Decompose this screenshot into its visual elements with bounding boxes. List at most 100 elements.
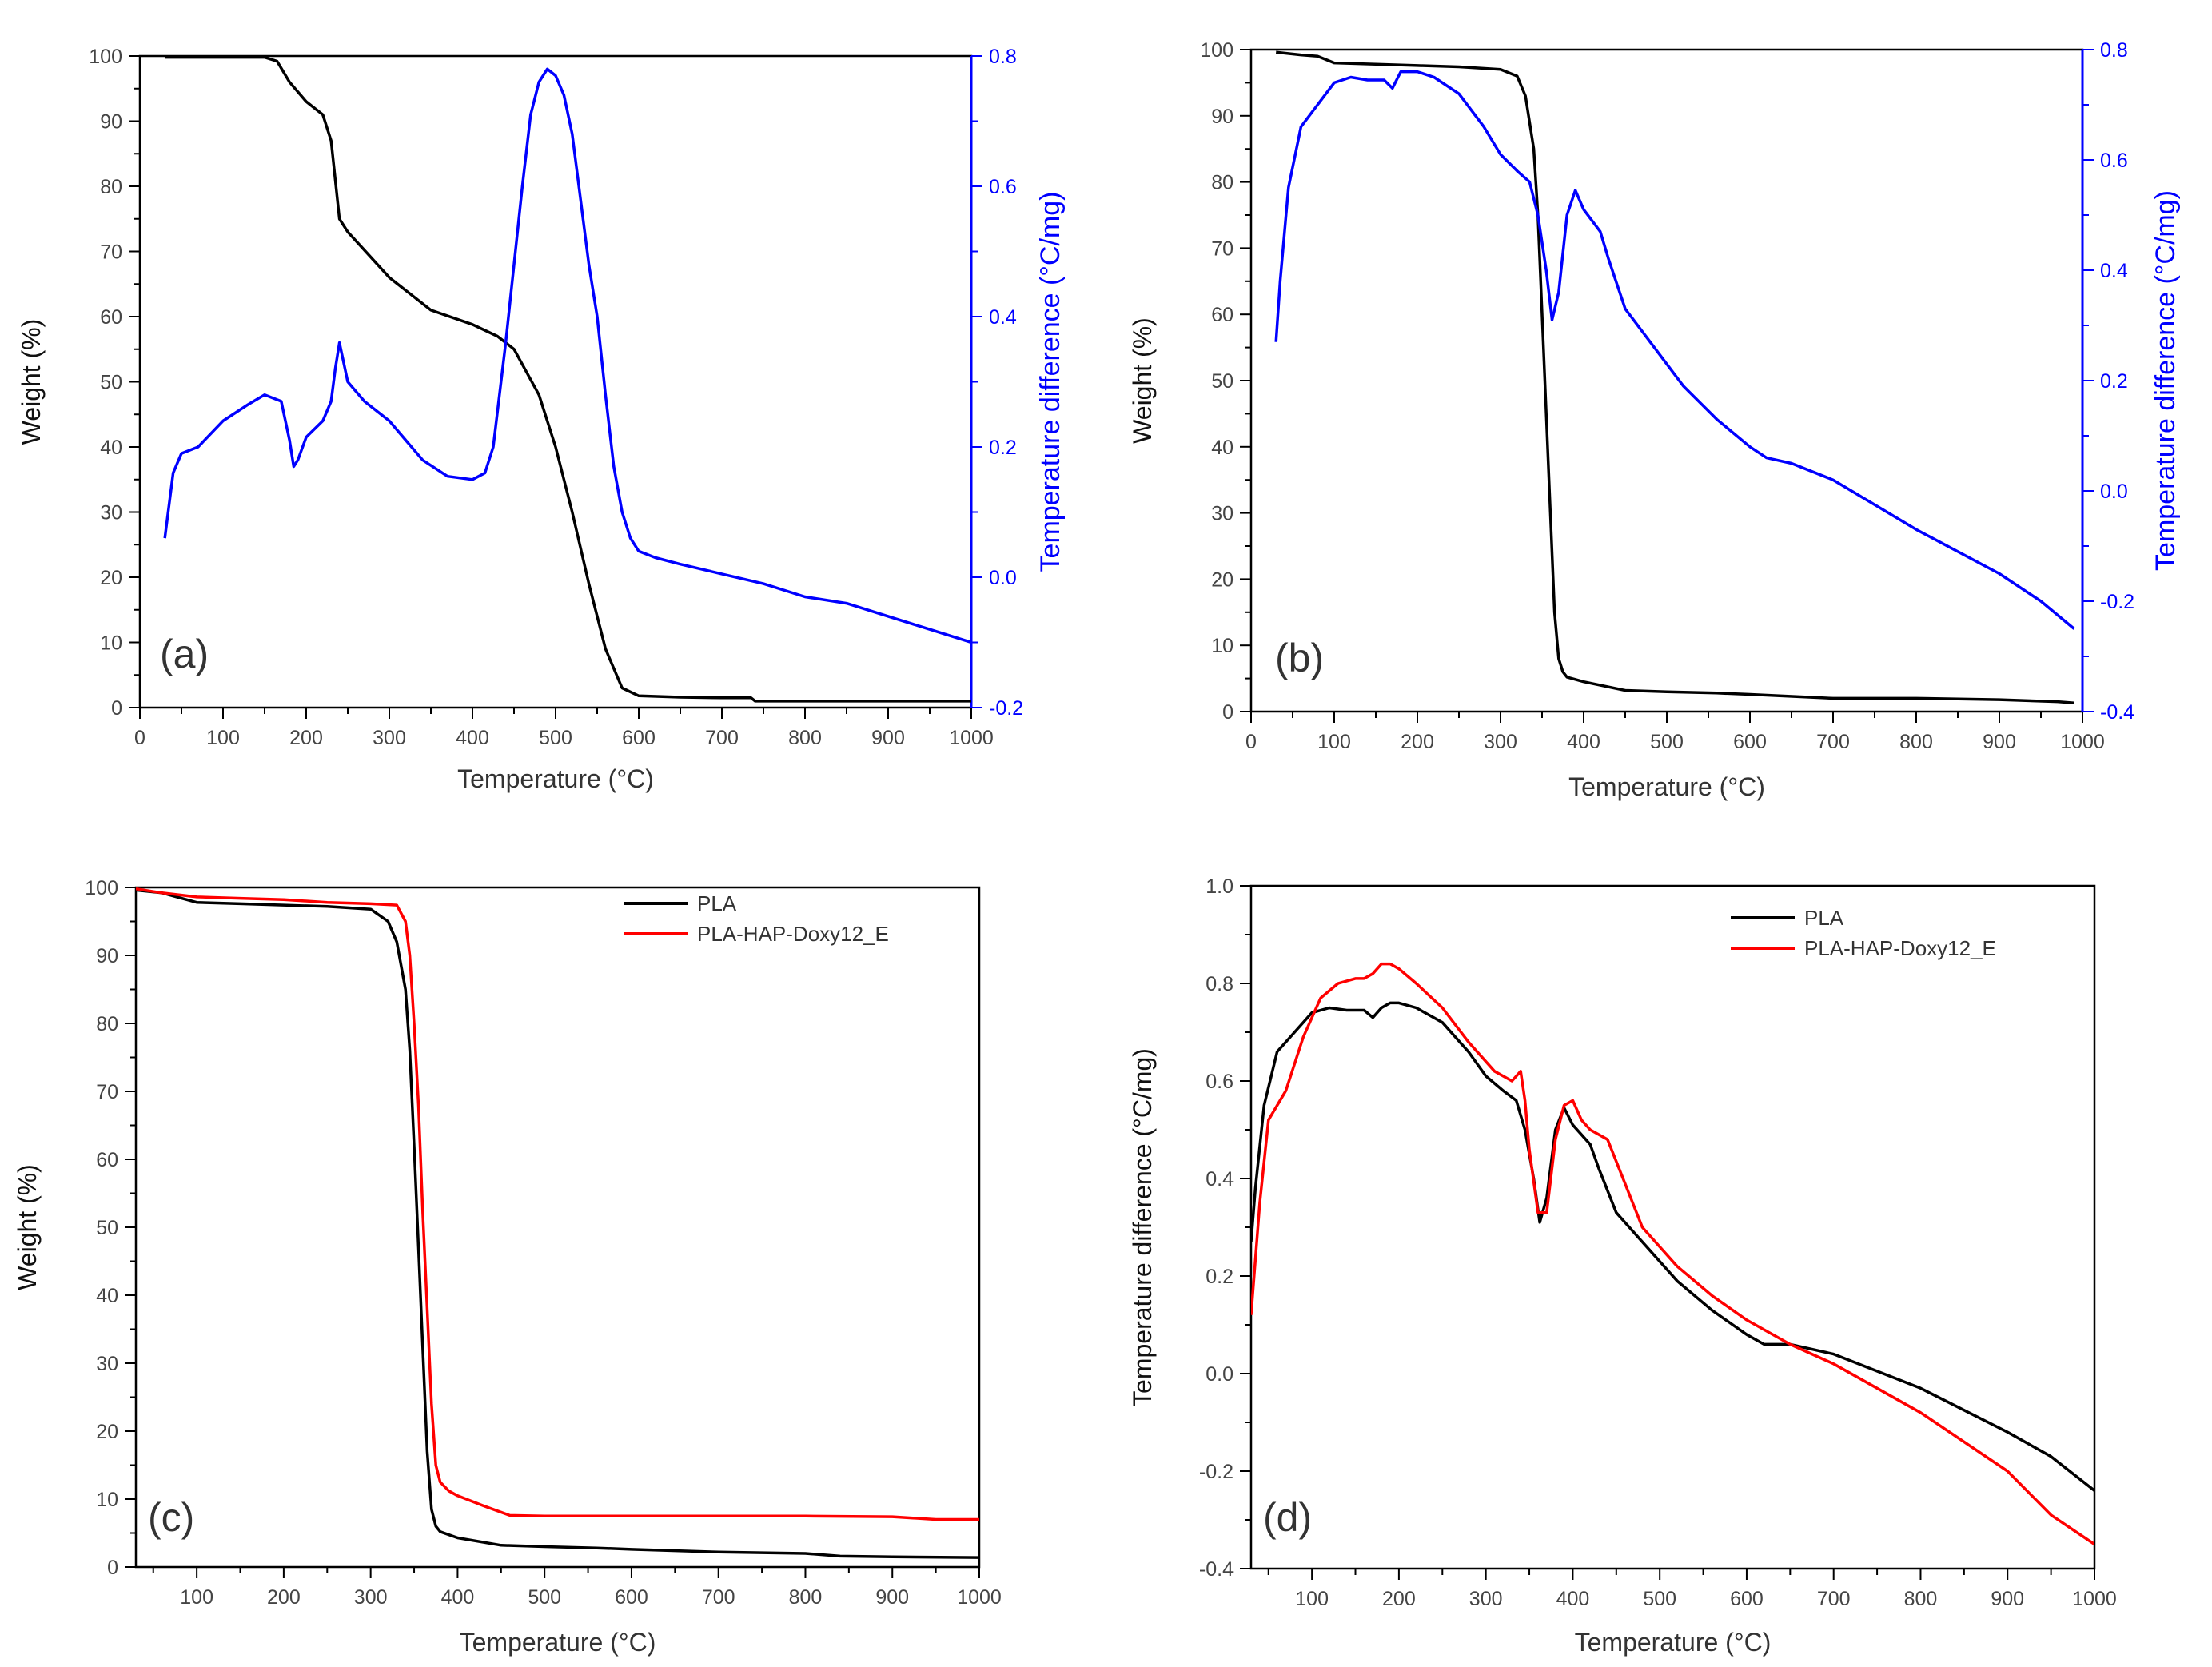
series-line-pla-hap-doxy12-e <box>136 887 979 1521</box>
y-tick-label: 100 <box>85 877 118 899</box>
series-line-pla <box>136 888 979 1559</box>
y-axis-title: Weight (%) <box>1128 317 1157 444</box>
x-tick-label: 0 <box>1245 731 1257 753</box>
right-tick-label: 0.6 <box>2100 150 2128 172</box>
right-tick-label: 0.8 <box>989 46 1017 68</box>
right-tick-label: 0.8 <box>2100 39 2128 62</box>
y-tick-label: 0.0 <box>1206 1363 1234 1386</box>
x-tick-label: 300 <box>373 727 406 749</box>
x-tick-label: 800 <box>1904 1588 1938 1610</box>
y-tick-label: 40 <box>100 437 122 459</box>
x-tick-label: 900 <box>1983 731 2016 753</box>
x-tick-label: 1000 <box>957 1586 1002 1609</box>
y-tick-label: 50 <box>100 372 122 394</box>
y-tick-label: 20 <box>96 1421 118 1443</box>
y-tick-label: -0.2 <box>1199 1461 1234 1483</box>
y-tick-label: 20 <box>1211 568 1234 591</box>
x-tick-label: 100 <box>180 1586 213 1609</box>
x-tick-label: 400 <box>1556 1588 1590 1610</box>
x-axis-title: Temperature (°C) <box>1568 772 1765 801</box>
y-tick-label: 0.6 <box>1206 1071 1234 1093</box>
right-tick-label: 0.2 <box>2100 370 2128 393</box>
x-tick-label: 100 <box>1317 731 1351 753</box>
y-tick-label: 1.0 <box>1206 875 1234 898</box>
x-tick-label: 900 <box>875 1586 909 1609</box>
x-tick-label: 200 <box>267 1586 301 1609</box>
x-tick-label: 700 <box>702 1586 735 1609</box>
x-tick-label: 400 <box>456 727 489 749</box>
y-tick-label: 0.8 <box>1206 973 1234 995</box>
y-axis-title: Weight (%) <box>17 319 46 445</box>
x-tick-label: 200 <box>289 727 323 749</box>
x-tick-label: 900 <box>1991 1588 2024 1610</box>
x-tick-label: 600 <box>615 1586 648 1609</box>
y-tick-label: 10 <box>100 632 122 655</box>
y-tick-label: 70 <box>1211 237 1234 260</box>
y-axis-title: Weight (%) <box>13 1164 42 1290</box>
x-tick-label: 1000 <box>2072 1588 2117 1610</box>
y-tick-label: 30 <box>1211 503 1234 525</box>
right-tick-label: -0.4 <box>2100 701 2134 724</box>
y-tick-label: 100 <box>1200 39 1234 62</box>
x-tick-label: 600 <box>622 727 656 749</box>
x-tick-label: 0 <box>134 727 145 749</box>
y-tick-label: 40 <box>1211 437 1234 459</box>
y-tick-label: 60 <box>96 1149 118 1171</box>
panel-b: 0 100 200 300 400 500 600 700 800 900 1000 0 10 20 30 4… <box>1128 39 2181 801</box>
y-tick-label: 90 <box>100 111 122 134</box>
x-tick-label: 800 <box>789 1586 823 1609</box>
y-tick-label: 80 <box>100 176 122 198</box>
x-tick-label: 200 <box>1382 1588 1416 1610</box>
y-tick-label: 50 <box>96 1217 118 1239</box>
y-tick-label: 100 <box>89 46 122 68</box>
x-tick-label: 500 <box>528 1586 561 1609</box>
x-tick-label: 300 <box>1484 731 1517 753</box>
legend-label: PLA-HAP-Doxy12_E <box>1804 936 1996 960</box>
y-tick-label: 0 <box>111 697 122 720</box>
x-tick-label: 200 <box>1401 731 1434 753</box>
series-line-pla-hap-doxy12-e <box>1251 962 2094 1545</box>
panel-d: 100 200 300 400 500 600 700 800 900 1000 -0.4 -0.2 0… <box>1128 875 2117 1657</box>
legend-label: PLA <box>697 891 737 915</box>
panel-label: (a) <box>160 632 209 676</box>
y-tick-label: 10 <box>96 1489 118 1511</box>
x-axis-title: Temperature (°C) <box>457 764 654 793</box>
x-axis-title: Temperature (°C) <box>460 1628 656 1657</box>
right-tick-label: 0.6 <box>989 176 1017 198</box>
x-axis-title: Temperature (°C) <box>1575 1628 1772 1657</box>
x-tick-label: 400 <box>441 1586 475 1609</box>
series-line-temperature-difference <box>1274 70 2075 630</box>
y-tick-label: -0.4 <box>1199 1558 1234 1581</box>
series-line-temperature-difference <box>163 67 971 644</box>
panel-c: 100 200 300 400 500 600 700 800 900 1000 0 10 20 30 40… <box>13 877 1002 1657</box>
x-tick-label: 600 <box>1730 1588 1764 1610</box>
right-axis-title: Temperature difference (°C/mg) <box>2150 190 2181 571</box>
x-tick-label: 1000 <box>2060 731 2105 753</box>
y-tick-label: 20 <box>100 567 122 589</box>
right-tick-label: -0.2 <box>2100 591 2134 613</box>
right-tick-label: 0.0 <box>2100 481 2128 503</box>
y-tick-label: 0.4 <box>1206 1168 1234 1190</box>
y-tick-label: 30 <box>100 502 122 524</box>
x-tick-label: 300 <box>1469 1588 1503 1610</box>
x-tick-label: 500 <box>539 727 572 749</box>
y-axis-title: Temperature difference (°C/mg) <box>1128 1048 1157 1406</box>
y-tick-label: 30 <box>96 1353 118 1375</box>
x-tick-label: 500 <box>1643 1588 1676 1610</box>
y-tick-label: 80 <box>96 1013 118 1035</box>
right-tick-label: 0.4 <box>2100 260 2128 282</box>
x-tick-label: 700 <box>1817 1588 1851 1610</box>
x-tick-label: 800 <box>1899 731 1933 753</box>
y-tick-label: 0 <box>107 1557 118 1579</box>
right-tick-label: 0.4 <box>989 306 1017 329</box>
x-tick-label: 100 <box>206 727 240 749</box>
y-tick-label: 60 <box>100 306 122 329</box>
legend-label: PLA <box>1804 906 1844 930</box>
y-tick-label: 70 <box>96 1081 118 1103</box>
x-tick-label: 900 <box>871 727 905 749</box>
right-tick-label: 0.0 <box>989 567 1017 589</box>
right-tick-label: 0.2 <box>989 437 1017 459</box>
x-tick-label: 700 <box>705 727 739 749</box>
